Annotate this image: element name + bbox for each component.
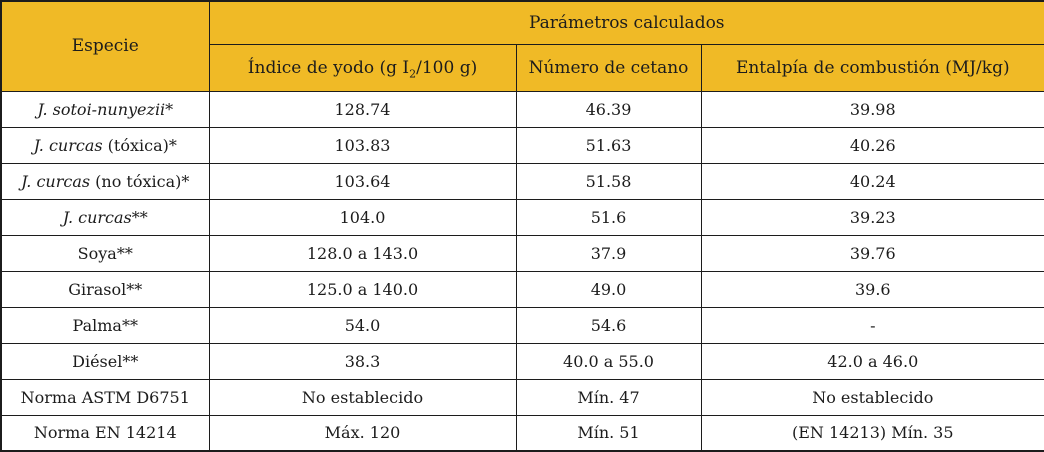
header-parametros-calculados: Parámetros calculados (208, 0, 1044, 45)
species-cell: Diésel** (0, 342, 210, 380)
table-row-girasol: Girasol** 125.0 a 140.0 49.0 39.6 (0, 270, 1044, 308)
iodine-header-unit: /100 g) (416, 57, 478, 78)
header-entalpia-de-combustion: Entalpía de combustión (MJ/kg) (700, 43, 1044, 92)
enthalpy-value-cell: (EN 14213) Mín. 35 (700, 414, 1044, 452)
iodine-value-cell: 54.0 (208, 306, 517, 344)
table-row-diesel: Diésel** 38.3 40.0 a 55.0 42.0 a 46.0 (0, 342, 1044, 380)
enthalpy-value-cell: 39.98 (700, 90, 1044, 128)
species-cell: J. curcas (tóxica)* (0, 126, 210, 164)
table-row-j-curcas-no-toxica: J. curcas (no tóxica)* 103.64 51.58 40.2… (0, 162, 1044, 200)
iodine-value-cell: No establecido (208, 378, 517, 416)
cetane-value-cell: 37.9 (515, 234, 702, 272)
table-row-j-curcas-toxica: J. curcas (tóxica)* 103.83 51.63 40.26 (0, 126, 1044, 164)
species-cell: Norma EN 14214 (0, 414, 210, 452)
table-row-soya: Soya** 128.0 a 143.0 37.9 39.76 (0, 234, 1044, 272)
enthalpy-value-cell: 39.23 (700, 198, 1044, 236)
header-numero-de-cetano: Número de cetano (515, 43, 702, 92)
table-body: J. sotoi-nunyezii* 128.74 46.39 39.98 J.… (0, 90, 1044, 452)
cetane-value-cell: 49.0 (515, 270, 702, 308)
iodine-value-cell: 103.64 (208, 162, 517, 200)
species-cell: Norma ASTM D6751 (0, 378, 210, 416)
header-especie: Especie (0, 0, 210, 92)
header-indice-de-yodo: Índice de yodo (g I2/100 g) (208, 43, 517, 92)
iodine-value-cell: 125.0 a 140.0 (208, 270, 517, 308)
table-row-norma-en-14214: Norma EN 14214 Máx. 120 Mín. 51 (EN 1421… (0, 414, 1044, 452)
species-cell: J. curcas (no tóxica)* (0, 162, 210, 200)
cetane-value-cell: Mín. 51 (515, 414, 702, 452)
enthalpy-value-cell: 42.0 a 46.0 (700, 342, 1044, 380)
iodine-value-cell: 103.83 (208, 126, 517, 164)
iodine-value-cell: 128.0 a 143.0 (208, 234, 517, 272)
cetane-value-cell: Mín. 47 (515, 378, 702, 416)
cetane-value-cell: 51.58 (515, 162, 702, 200)
iodine-header-text: Índice de yodo (g I (247, 57, 410, 78)
enthalpy-value-cell: No establecido (700, 378, 1044, 416)
species-cell: J. sotoi-nunyezii* (0, 90, 210, 128)
cetane-value-cell: 40.0 a 55.0 (515, 342, 702, 380)
iodine-subscript: 2 (409, 66, 417, 80)
enthalpy-value-cell: 39.76 (700, 234, 1044, 272)
enthalpy-value-cell: 39.6 (700, 270, 1044, 308)
cetane-value-cell: 51.6 (515, 198, 702, 236)
species-cell: J. curcas** (0, 198, 210, 236)
enthalpy-value-cell: - (700, 306, 1044, 344)
table-row-palma: Palma** 54.0 54.6 - (0, 306, 1044, 344)
enthalpy-value-cell: 40.26 (700, 126, 1044, 164)
cetane-value-cell: 51.63 (515, 126, 702, 164)
species-cell: Soya** (0, 234, 210, 272)
table-row-j-sotoi-nunyezii: J. sotoi-nunyezii* 128.74 46.39 39.98 (0, 90, 1044, 128)
iodine-value-cell: 38.3 (208, 342, 517, 380)
table-row-j-curcas: J. curcas** 104.0 51.6 39.23 (0, 198, 1044, 236)
iodine-value-cell: 128.74 (208, 90, 517, 128)
enthalpy-value-cell: 40.24 (700, 162, 1044, 200)
iodine-value-cell: Máx. 120 (208, 414, 517, 452)
table-row-norma-astm-d6751: Norma ASTM D6751 No establecido Mín. 47 … (0, 378, 1044, 416)
cetane-value-cell: 46.39 (515, 90, 702, 128)
cetane-value-cell: 54.6 (515, 306, 702, 344)
table-header: Especie Parámetros calculados Índice de … (0, 0, 1044, 92)
species-cell: Girasol** (0, 270, 210, 308)
species-cell: Palma** (0, 306, 210, 344)
iodine-value-cell: 104.0 (208, 198, 517, 236)
